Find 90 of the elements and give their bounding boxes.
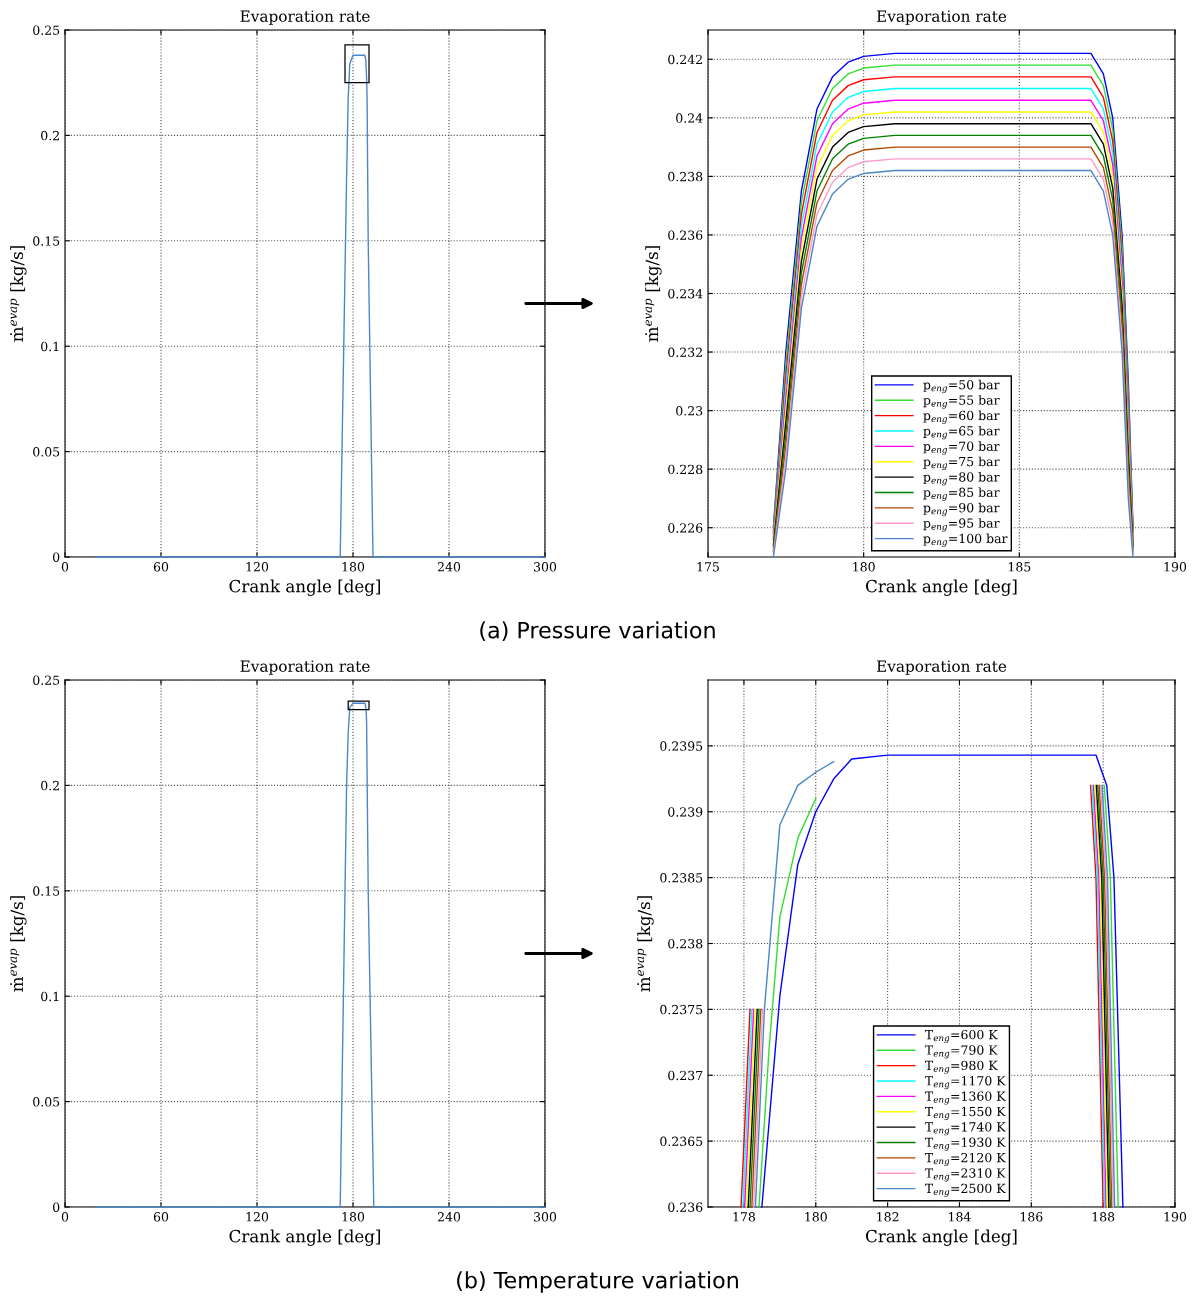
x-tick-label: 175 — [697, 562, 719, 572]
y-tick-label: 0.15 — [33, 236, 60, 246]
y-tick-label: 0.25 — [33, 25, 60, 35]
x-tick-label: 120 — [246, 562, 269, 572]
y-tick-label: 0 — [53, 552, 60, 562]
legend-label: p$_{eng}$=60 bar — [923, 410, 1000, 424]
legend-label: T$_{eng}$=1930 K — [924, 1137, 1006, 1151]
legend-label: p$_{eng}$=65 bar — [923, 425, 1000, 440]
x-tick-label: 180 — [342, 1212, 365, 1222]
x-tick-label: 182 — [877, 1212, 899, 1222]
text: (b) Temperature variation — [457, 1271, 738, 1293]
y-tick-label: 0.2395 — [660, 741, 703, 751]
text: (a) Pressure variation — [480, 621, 715, 642]
y-tick-label: 0.236 — [668, 230, 703, 240]
x-tick-label: 180 — [853, 562, 875, 572]
y-axis-title: ṁ$^{evap}$ [kg/s] — [10, 896, 27, 992]
y-tick-label: 0.232 — [668, 347, 702, 357]
y-axis-title: ṁ$^{evap}$ [kg/s] — [637, 896, 654, 992]
x-axis-title: Crank angle [deg] — [229, 1229, 380, 1246]
chart-title: Evaporation rate — [876, 10, 1007, 25]
y-axis-title: ṁ$^{evap}$ [kg/s] — [10, 246, 27, 342]
y-tick-label: 0.234 — [668, 288, 703, 299]
chart-title: Evaporation rate — [240, 660, 370, 675]
x-tick-label: 184 — [949, 1212, 971, 1222]
x-tick-label: 300 — [534, 562, 557, 572]
legend-label: T$_{eng}$=1550 K — [924, 1106, 1006, 1120]
legend-label: T$_{eng}$=2310 K — [924, 1168, 1006, 1182]
legend-label: T$_{eng}$=1170 K — [924, 1076, 1006, 1090]
y-tick-label: 0.05 — [33, 447, 60, 457]
legend-label: p$_{eng}$=90 bar — [923, 502, 1000, 517]
x-axis-title: Crank angle [deg] — [866, 579, 1017, 596]
y-tick-label: 0.2385 — [660, 873, 703, 883]
x-tick-label: 190 — [1164, 562, 1187, 572]
y-tick-label: 0.2375 — [660, 1004, 703, 1015]
x-tick-label: 185 — [1008, 562, 1031, 572]
line-series — [96, 702, 546, 1208]
y-tick-label: 0.25 — [33, 675, 60, 685]
x-tick-label: 186 — [1020, 1212, 1043, 1222]
legend-label: T$_{eng}$=1740 K — [924, 1122, 1006, 1136]
y-tick-label: 0.2365 — [660, 1136, 703, 1147]
legend-label: T$_{eng}$=790 K — [924, 1045, 998, 1059]
legend-label: p$_{eng}$=75 bar — [923, 456, 1000, 471]
legend-label: p$_{eng}$=95 bar — [923, 518, 1000, 532]
y-tick-label: 0.24 — [676, 113, 703, 123]
x-tick-label: 0 — [61, 1212, 69, 1222]
x-tick-label: 178 — [733, 1212, 756, 1222]
legend-label: p$_{eng}$=50 bar — [923, 379, 1000, 394]
x-axis-title: Crank angle [deg] — [866, 1229, 1017, 1246]
y-tick-label: 0.226 — [668, 523, 703, 533]
legend-label: p$_{eng}$=85 bar — [923, 487, 1000, 501]
x-axis-title: Crank angle [deg] — [229, 579, 380, 596]
x-tick-label: 240 — [437, 1212, 461, 1222]
y-tick-label: 0.15 — [33, 886, 60, 896]
x-tick-label: 190 — [1164, 1212, 1187, 1222]
y-tick-label: 0.2 — [41, 130, 59, 141]
y-tick-label: 0.238 — [668, 938, 703, 949]
x-tick-label: 0 — [61, 562, 69, 572]
x-tick-label: 300 — [534, 1212, 557, 1222]
y-tick-label: 0.05 — [33, 1097, 60, 1107]
y-tick-label: 0.239 — [668, 807, 703, 817]
y-tick-label: 0.242 — [668, 54, 702, 65]
x-tick-label: 240 — [437, 562, 461, 572]
x-tick-label: 60 — [153, 562, 169, 572]
x-tick-label: 188 — [1092, 1212, 1115, 1222]
chart-title: Evaporation rate — [240, 10, 370, 25]
x-tick-label: 180 — [805, 1212, 827, 1222]
legend-label: p$_{eng}$=80 bar — [923, 472, 1000, 486]
y-tick-label: 0.238 — [668, 171, 703, 182]
y-tick-label: 0.237 — [668, 1070, 703, 1081]
legend-label: p$_{eng}$=70 bar — [923, 441, 1000, 455]
y-tick-label: 0.236 — [668, 1202, 703, 1212]
legend-label: T$_{eng}$=980 K — [924, 1060, 998, 1074]
x-tick-label: 60 — [153, 1212, 169, 1222]
legend-label: T$_{eng}$=2500 K — [924, 1183, 1006, 1197]
legend-label: T$_{eng}$=600 K — [924, 1029, 998, 1044]
legend-label: p$_{eng}$=55 bar — [923, 395, 1000, 409]
y-tick-label: 0.2 — [41, 780, 59, 791]
y-tick-label: 0.23 — [676, 406, 703, 416]
y-tick-label: 0 — [53, 1202, 60, 1212]
y-tick-label: 0.1 — [41, 341, 59, 352]
line-series — [96, 54, 546, 558]
y-tick-label: 0.228 — [668, 464, 703, 475]
legend-label: T$_{eng}$=1360 K — [924, 1091, 1006, 1105]
x-tick-label: 180 — [342, 562, 365, 572]
y-axis-title: ṁ$^{evap}$ [kg/s] — [645, 246, 662, 342]
legend-label: p$_{eng}$=100 bar — [923, 533, 1008, 547]
y-tick-label: 0.1 — [41, 991, 59, 1002]
chart-title: Evaporation rate — [876, 660, 1007, 675]
legend-label: T$_{eng}$=2120 K — [924, 1152, 1006, 1167]
x-tick-label: 120 — [246, 1212, 269, 1222]
